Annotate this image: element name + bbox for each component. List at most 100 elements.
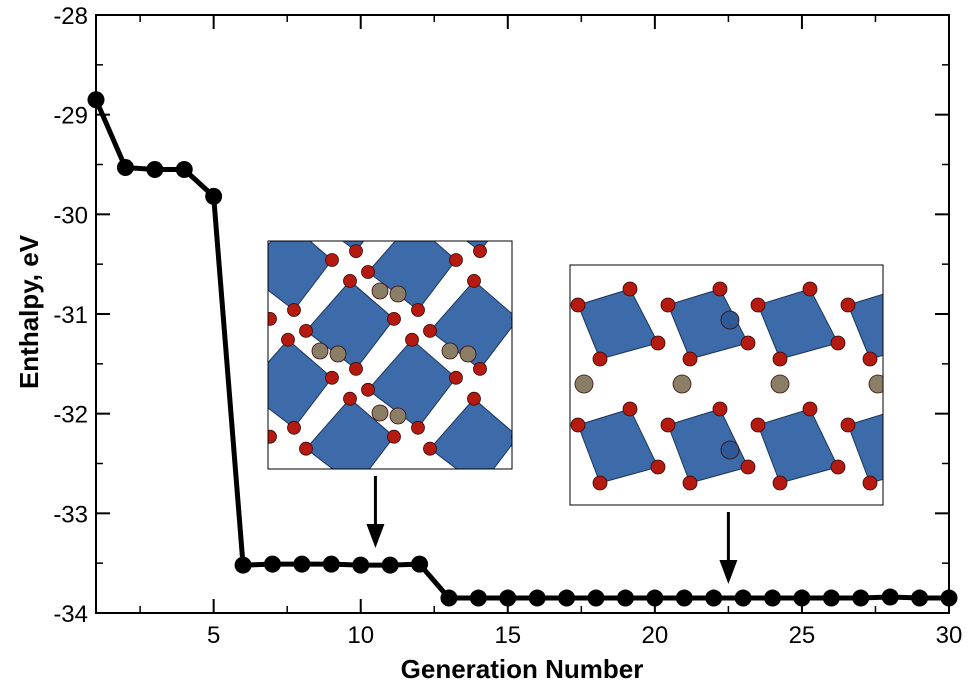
data-point [293, 555, 311, 573]
y-tick-label: -34 [53, 601, 88, 628]
cation-atom [770, 374, 790, 394]
oxygen-atom [238, 266, 251, 279]
oxygen-atom [512, 195, 525, 208]
cation-atom [371, 404, 389, 422]
oxygen-atom [349, 361, 363, 376]
oxygen-atom [772, 475, 788, 491]
oxygen-atom [300, 207, 313, 220]
data-point [675, 589, 693, 607]
data-point [734, 589, 752, 607]
cation-atom [459, 345, 477, 363]
data-point [499, 589, 517, 607]
oxygen-atom [226, 245, 239, 258]
x-tick-label: 25 [789, 622, 816, 649]
cation-atom [574, 374, 594, 394]
oxygen-atom [750, 417, 766, 433]
octahedron [268, 434, 271, 441]
oxygen-atom [411, 303, 425, 317]
cation-atom [389, 407, 407, 425]
oxygen-atom [423, 441, 437, 456]
oxygen-atom [682, 351, 698, 367]
data-point [793, 589, 811, 607]
octahedron [465, 241, 489, 252]
oxygen-atom [325, 253, 339, 267]
y-tick-label: -30 [53, 202, 88, 229]
x-axis-label: Generation Number [401, 654, 644, 684]
data-point [940, 589, 958, 607]
oxygen-atom [350, 480, 363, 493]
oxygen-atom [325, 370, 339, 385]
oxygen-atom [682, 475, 698, 491]
data-point [822, 589, 840, 607]
oxygen-atom [387, 429, 401, 444]
data-point [263, 555, 281, 573]
data-point [911, 589, 929, 607]
oxygen-atom [772, 351, 788, 367]
oxygen-atom [622, 401, 638, 417]
oxygen-atom [740, 335, 756, 351]
oxygen-atom [712, 281, 728, 297]
data-point [646, 589, 664, 607]
octahedron [341, 241, 365, 252]
data-point [587, 589, 605, 607]
y-tick-label: -29 [53, 103, 88, 130]
inset-structure-2 [569, 264, 935, 506]
data-point [469, 589, 487, 607]
oxygen-atom [622, 281, 638, 297]
oxygen-atom [840, 417, 856, 433]
oxygen-atom [921, 336, 935, 350]
oxygen-atom [802, 401, 818, 417]
oxygen-atom [473, 244, 487, 259]
y-axis-label: Enthalpy, eV [14, 234, 44, 389]
inset-layer [176, 157, 935, 584]
data-point [558, 589, 576, 607]
oxygen-atom [660, 297, 676, 313]
oxygen-atom [176, 442, 189, 455]
oxygen-atom [592, 475, 608, 491]
x-tick-label: 30 [936, 622, 963, 649]
x-tick-label: 20 [642, 622, 669, 649]
oxygen-atom [650, 335, 666, 351]
oxygen-atom [343, 391, 357, 406]
data-point [528, 589, 546, 607]
cation-atom [868, 374, 883, 394]
data-point [352, 556, 370, 574]
oxygen-atom [220, 157, 233, 170]
cation-atom [329, 345, 347, 363]
oxygen-atom [511, 315, 512, 323]
oxygen-atom [388, 195, 401, 208]
oxygen-atom [740, 459, 756, 475]
x-tick-label: 15 [494, 622, 521, 649]
inset-structure-1-content [176, 157, 525, 493]
oxygen-atom [449, 370, 463, 385]
data-layer [87, 91, 958, 607]
data-point [764, 589, 782, 607]
oxygen-atom [862, 475, 878, 491]
oxygen-atom [268, 429, 277, 444]
oxygen-atom [268, 312, 277, 326]
oxygen-atom [299, 323, 313, 338]
data-point [440, 589, 458, 607]
data-point [205, 187, 223, 205]
data-point [116, 158, 134, 176]
oxygen-atom [281, 332, 295, 347]
oxygen-atom [893, 282, 907, 296]
oxygen-atom [361, 382, 375, 397]
oxygen-atom [862, 351, 878, 367]
data-point [322, 555, 340, 573]
data-point [87, 91, 105, 109]
x-tick-label: 5 [207, 622, 220, 649]
inset-border [569, 264, 884, 506]
oxygen-atom [238, 383, 251, 396]
metal-atom [720, 440, 740, 460]
oxygen-atom [343, 273, 357, 288]
metal-atom [720, 310, 740, 330]
data-point [616, 589, 634, 607]
oxygen-atom [921, 460, 935, 474]
oxygen-atom [570, 417, 586, 433]
y-tick-label: -32 [53, 402, 88, 429]
oxygen-atom [511, 433, 512, 441]
oxygen-atom [449, 253, 463, 267]
data-point [411, 555, 429, 573]
